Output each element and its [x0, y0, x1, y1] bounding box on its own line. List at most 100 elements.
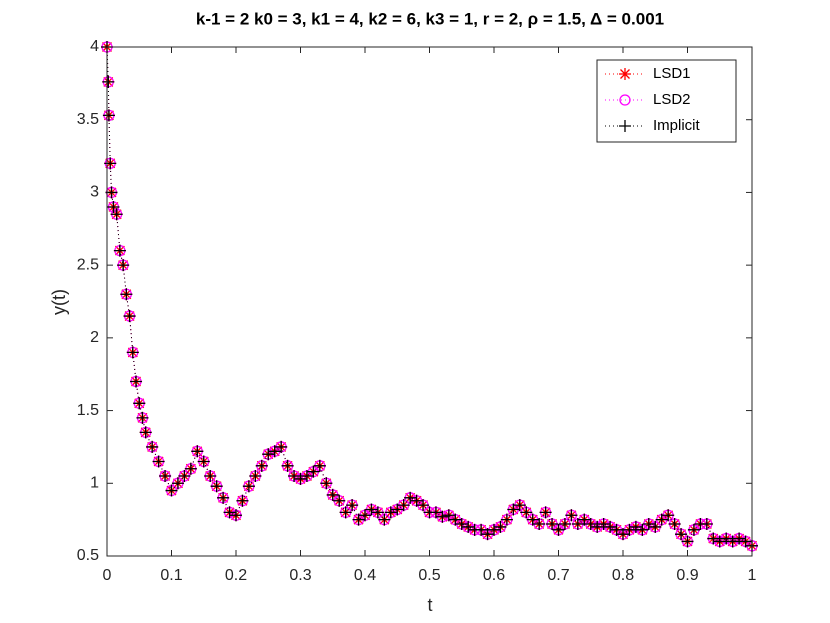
x-tick-label: 0.7 [547, 567, 569, 584]
marker [533, 518, 546, 531]
marker [733, 532, 746, 545]
marker [102, 109, 115, 122]
y-axis-label: y(t) [49, 289, 69, 315]
marker [619, 68, 631, 80]
marker [146, 440, 159, 453]
marker [262, 448, 275, 461]
marker [610, 523, 623, 536]
y-tick-label: 3.5 [77, 111, 99, 128]
y-tick-label: 4 [90, 38, 99, 55]
marker [681, 535, 694, 548]
y-tick-label: 2 [90, 329, 99, 346]
marker [739, 535, 752, 548]
marker [236, 494, 249, 507]
marker [105, 186, 118, 199]
marker [197, 455, 210, 468]
marker [700, 518, 713, 531]
x-tick-label: 0.2 [225, 567, 247, 584]
x-tick-label: 0 [103, 567, 112, 584]
x-tick-label: 0.3 [289, 567, 311, 584]
marker [359, 509, 371, 522]
marker [281, 459, 294, 472]
marker [507, 503, 520, 516]
marker [384, 506, 397, 519]
x-tick-label: 0.8 [612, 567, 634, 584]
series-line [106, 46, 753, 547]
marker [417, 499, 430, 512]
marker [475, 523, 488, 536]
marker [104, 157, 117, 170]
marker [133, 397, 146, 410]
marker [436, 510, 449, 523]
marker [130, 375, 143, 388]
marker [333, 494, 346, 507]
marker [558, 518, 571, 531]
marker [565, 509, 578, 522]
marker [481, 528, 494, 541]
marker [371, 506, 384, 519]
marker [139, 426, 152, 439]
marker [171, 477, 184, 490]
y-tick-label: 0.5 [77, 547, 99, 564]
marker [223, 506, 236, 519]
marker [404, 491, 417, 504]
marker [102, 75, 115, 88]
marker [707, 532, 720, 545]
marker [636, 523, 649, 536]
marker [539, 506, 552, 519]
legend-label: Implicit [653, 117, 701, 134]
marker [649, 520, 662, 533]
legend: LSD1 LSD2 Implicit [596, 59, 737, 143]
marker [326, 488, 339, 501]
marker [320, 477, 333, 490]
marker [584, 518, 597, 531]
marker [604, 520, 617, 533]
marker [619, 94, 631, 106]
marker [120, 288, 133, 301]
marker [713, 535, 726, 548]
marker [110, 208, 123, 221]
marker [255, 459, 268, 472]
marker [249, 470, 262, 483]
marker [152, 455, 165, 468]
marker [591, 520, 604, 533]
marker [520, 506, 533, 519]
marker [442, 509, 455, 522]
marker [178, 470, 191, 483]
y-tick-label: 3 [90, 184, 99, 201]
marker [294, 472, 307, 485]
marker [623, 523, 636, 536]
marker [662, 509, 675, 522]
marker [288, 470, 301, 483]
marker [230, 509, 242, 522]
marker [397, 499, 410, 512]
marker [117, 259, 130, 272]
marker [378, 513, 391, 526]
marker [136, 411, 149, 424]
marker [655, 513, 668, 526]
y-tick-label: 2.5 [77, 256, 99, 273]
marker [675, 528, 688, 541]
marker [629, 520, 642, 533]
marker [300, 470, 313, 483]
marker [365, 503, 378, 516]
marker [455, 518, 468, 531]
marker [210, 480, 223, 493]
marker [668, 518, 681, 531]
marker [159, 470, 172, 483]
marker [578, 513, 591, 526]
marker [126, 346, 139, 359]
marker [720, 532, 733, 545]
x-tick-label: 0.9 [676, 567, 698, 584]
marker [352, 513, 365, 526]
marker [113, 244, 126, 257]
axes-box [106, 46, 753, 557]
marker [571, 518, 584, 531]
x-axis-label: t [427, 595, 432, 615]
marker [217, 491, 230, 504]
chart-title: k-1 = 2 k0 = 3, k1 = 4, k2 = 6, k3 = 1, … [196, 9, 664, 28]
marker [307, 465, 320, 478]
y-tick-label: 1.5 [77, 402, 99, 419]
marker [204, 470, 217, 483]
